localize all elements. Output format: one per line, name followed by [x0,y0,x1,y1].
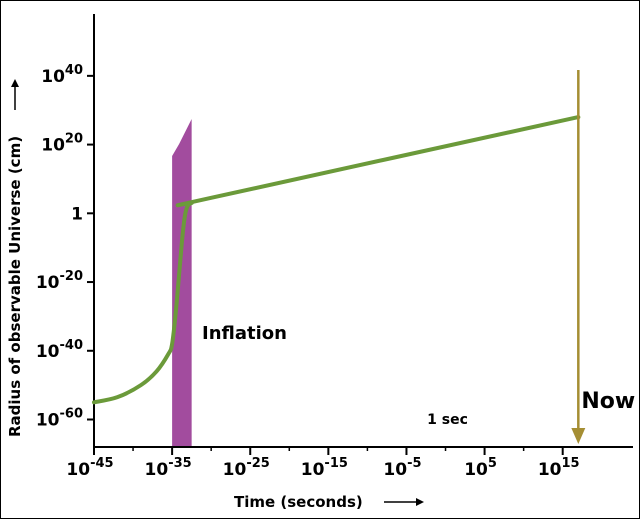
x-tick-label: 10-15 [301,456,348,480]
y-axis-title: Radius of observable Universe (cm) [6,136,24,437]
y-tick-label: 10-20 [36,269,83,293]
x-tick-label-base: 10 [145,460,169,480]
y-tick-label: 10-40 [36,338,83,362]
x-tick-label-base: 10 [464,460,488,480]
y-tick-label-exponent: -40 [60,338,84,353]
inflation-label: Inflation [202,323,287,344]
x-tick-label-exponent: 15 [561,456,579,471]
now-label: Now [581,389,635,414]
y-tick-label-base: 10 [36,411,60,431]
y-tick-label-exponent: -60 [60,407,84,422]
x-tick-label: 1015 [538,456,580,480]
x-tick-label: 10-25 [223,456,270,480]
x-tick-label-base: 10 [383,460,407,480]
x-axis-title: Time (seconds) [234,493,363,511]
x-tick-label-base: 10 [223,460,247,480]
x-tick-label-base: 10 [301,460,325,480]
x-tick-label-exponent: -25 [246,456,269,471]
inflation-band [172,119,192,447]
x-tick-label-exponent: 5 [488,456,497,471]
y-tick-label-exponent: 20 [65,132,83,147]
y-tick-label-base: 10 [36,342,60,362]
y-tick-label: 1 [71,204,83,224]
y-tick-label-base: 10 [41,136,65,156]
y-tick-label-base: 10 [41,67,65,87]
x-tick-label-base: 10 [538,460,562,480]
y-axis-title-arrow-head [11,79,19,87]
x-axis-title-arrow-head [416,498,424,506]
x-tick-label: 10-35 [145,456,192,480]
x-tick-label-exponent: -15 [324,456,348,471]
one-sec-label: 1 sec [427,412,468,428]
y-tick-label-exponent: 40 [65,63,83,78]
x-tick-label-exponent: -5 [407,456,421,471]
x-tick-label-exponent: -45 [90,456,114,471]
radius-curve [92,115,581,405]
x-tick-label-exponent: -35 [168,456,192,471]
y-tick-label: 1040 [41,63,83,87]
y-tick-label: 1020 [41,132,83,156]
y-tick-label-base: 1 [71,204,83,224]
x-tick-label-base: 10 [66,460,90,480]
x-tick-label: 10-45 [66,456,113,480]
now-arrow-head [571,428,586,444]
y-tick-label-exponent: -20 [60,269,84,284]
x-tick-label: 105 [464,456,497,480]
x-tick-label: 10-5 [383,456,421,480]
y-tick-label: 10-60 [36,407,83,431]
y-tick-label-base: 10 [36,273,60,293]
